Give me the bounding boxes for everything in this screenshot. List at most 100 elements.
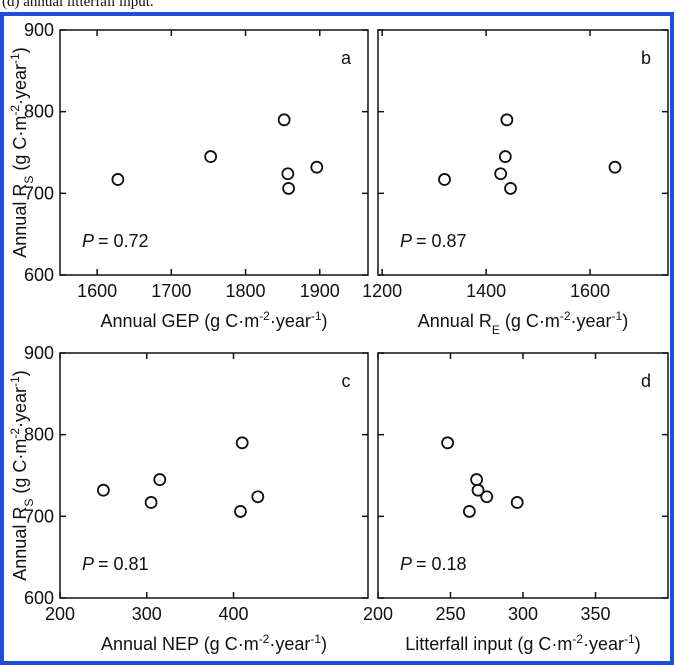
p-symbol: P bbox=[400, 231, 412, 251]
label-part: -2 bbox=[259, 309, 270, 323]
p-number: = 0.72 bbox=[98, 231, 149, 251]
label-part: (g C·m bbox=[10, 439, 30, 499]
point bbox=[480, 490, 494, 504]
p-number: = 0.18 bbox=[416, 554, 467, 574]
frame bbox=[0, 12, 674, 665]
y-axis-label: Annual RS (g C·m-2·year-1) bbox=[8, 370, 36, 580]
label-part: ) bbox=[635, 634, 641, 654]
x-axis-label: Annual RE (g C·m-2·year-1) bbox=[418, 309, 628, 337]
label-part: Annual NEP (g C·m bbox=[101, 634, 259, 654]
label-part: Annual R bbox=[418, 311, 492, 331]
label-part: -2 bbox=[8, 428, 22, 439]
y-tick-label: 600 bbox=[24, 265, 54, 285]
x-tick-label: 250 bbox=[435, 604, 465, 624]
label-part: ) bbox=[10, 370, 30, 376]
point bbox=[235, 436, 249, 450]
label-part: -2 bbox=[572, 632, 583, 646]
label-part: ·year bbox=[571, 311, 612, 331]
y-tick-label: 800 bbox=[24, 102, 54, 122]
label-part: Annual GEP (g C·m bbox=[100, 311, 259, 331]
y-tick-label: 700 bbox=[24, 183, 54, 203]
label-part: -2 bbox=[8, 105, 22, 116]
label-part: ·year bbox=[10, 387, 30, 428]
y-tick-label: 700 bbox=[24, 506, 54, 526]
label-part: ·year bbox=[269, 634, 310, 654]
p-value: P = 0.87 bbox=[400, 231, 467, 251]
p-value: P = 0.81 bbox=[82, 554, 149, 574]
point bbox=[471, 483, 485, 497]
x-tick-label: 350 bbox=[580, 604, 610, 624]
panel-letter: c bbox=[342, 371, 351, 391]
p-number: = 0.81 bbox=[98, 554, 149, 574]
label-part: -2 bbox=[560, 309, 571, 323]
label-part: -1 bbox=[8, 53, 22, 64]
point bbox=[441, 436, 455, 450]
label-part: E bbox=[492, 323, 500, 337]
label-part: ·year bbox=[583, 634, 624, 654]
label-part: -1 bbox=[612, 309, 623, 323]
panel-letter: d bbox=[641, 371, 651, 391]
x-tick-label: 1400 bbox=[466, 281, 506, 301]
y-tick-label: 600 bbox=[24, 588, 54, 608]
label-part: -1 bbox=[624, 632, 635, 646]
x-tick-label: 1600 bbox=[570, 281, 610, 301]
x-tick-label: 1900 bbox=[300, 281, 340, 301]
point bbox=[498, 150, 512, 163]
label-part: Annual R bbox=[10, 184, 30, 258]
label-part: S bbox=[22, 499, 36, 507]
point bbox=[310, 160, 324, 174]
point bbox=[251, 490, 265, 504]
caption: (d) annual litterfall input. bbox=[2, 0, 154, 10]
y-tick-label: 800 bbox=[24, 425, 54, 445]
point bbox=[500, 113, 514, 127]
panel-letter: b bbox=[641, 48, 651, 68]
p-symbol: P bbox=[82, 231, 94, 251]
x-axis-label: Litterfall input (g C·m-2·year-1) bbox=[405, 632, 640, 654]
label-part: ) bbox=[321, 634, 327, 654]
point bbox=[504, 182, 517, 195]
point bbox=[234, 505, 247, 518]
point bbox=[96, 483, 110, 497]
plot-frame bbox=[59, 352, 369, 599]
point bbox=[438, 173, 451, 186]
x-tick-label: 200 bbox=[363, 604, 393, 624]
x-tick-label: 200 bbox=[45, 604, 75, 624]
point bbox=[462, 505, 476, 518]
y-tick-label: 900 bbox=[24, 343, 54, 363]
plot-frame bbox=[377, 29, 669, 276]
x-tick-label: 1800 bbox=[226, 281, 266, 301]
x-tick-label: 300 bbox=[132, 604, 162, 624]
y-tick-label: 900 bbox=[24, 20, 54, 40]
label-part: -2 bbox=[259, 632, 270, 646]
point bbox=[470, 473, 484, 486]
label-part: Litterfall input (g C·m bbox=[405, 634, 572, 654]
label-part: -1 bbox=[8, 376, 22, 387]
point bbox=[111, 173, 125, 186]
point bbox=[494, 167, 508, 181]
point bbox=[608, 160, 622, 174]
label-part: ) bbox=[10, 47, 30, 53]
x-axis-label: Annual NEP (g C·m-2·year-1) bbox=[101, 632, 327, 654]
y-axis-label: Annual RS (g C·m-2·year-1) bbox=[8, 47, 36, 257]
p-symbol: P bbox=[400, 554, 412, 574]
p-number: = 0.87 bbox=[416, 231, 467, 251]
x-axis-label: Annual GEP (g C·m-2·year-1) bbox=[100, 309, 327, 331]
label-part: ) bbox=[322, 311, 328, 331]
point bbox=[281, 167, 295, 181]
label-part: -1 bbox=[310, 632, 321, 646]
x-tick-label: 1600 bbox=[77, 281, 117, 301]
label-part: S bbox=[22, 176, 36, 184]
x-tick-label: 300 bbox=[508, 604, 538, 624]
p-value: P = 0.18 bbox=[400, 554, 467, 574]
x-tick-label: 1200 bbox=[362, 281, 402, 301]
label-part: ·year bbox=[270, 311, 311, 331]
label-part: ) bbox=[622, 311, 628, 331]
point bbox=[277, 113, 291, 127]
panel-letter: a bbox=[341, 48, 352, 68]
plot-frame bbox=[59, 29, 369, 276]
p-value: P = 0.72 bbox=[82, 231, 149, 251]
label-part: -1 bbox=[311, 309, 322, 323]
label-part: (g C·m bbox=[10, 116, 30, 176]
label-part: Annual R bbox=[10, 507, 30, 581]
